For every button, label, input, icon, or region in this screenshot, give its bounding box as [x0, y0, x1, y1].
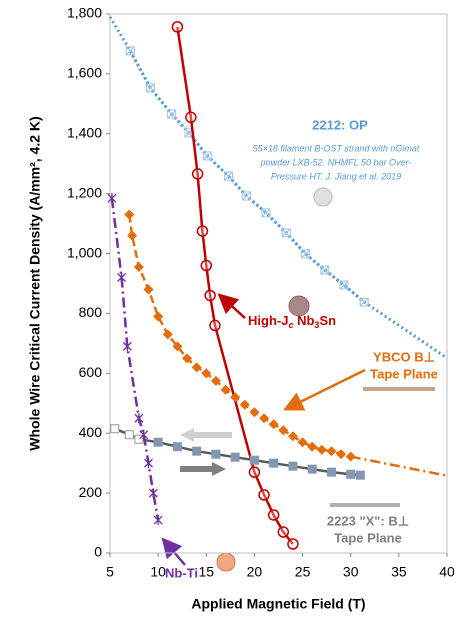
series-label-part: High-J: [248, 313, 288, 328]
point: [221, 385, 231, 395]
point: [231, 453, 239, 461]
chart: 0 200 400 600 800 1,000 1,200 1,400 1,600 1,800 5 1…: [0, 0, 464, 620]
x-tick-label: 35: [391, 564, 407, 580]
y-tick-label: 1,600: [67, 65, 102, 81]
x-axis-label: Applied Magnetic Field (T): [191, 596, 365, 612]
point: [340, 281, 348, 289]
series-label: 2223 "X": B⊥: [327, 513, 409, 528]
point: [154, 438, 162, 446]
point: [224, 172, 232, 180]
point: [327, 468, 335, 476]
point: [249, 467, 259, 477]
series-label-part: Sn: [319, 313, 336, 328]
point: [201, 261, 211, 271]
point: [173, 443, 181, 451]
x-tick-label: 30: [343, 564, 359, 580]
point: [168, 110, 176, 118]
point: [301, 250, 309, 258]
point: [288, 539, 298, 549]
point: [308, 465, 316, 473]
series-label: YBCO B⊥: [373, 349, 435, 364]
point: [205, 290, 215, 300]
point: [347, 470, 355, 478]
series-label: High-Jc Nb3Sn: [248, 313, 336, 330]
y-tick-label: 1,200: [67, 184, 102, 200]
point: [197, 226, 207, 236]
y-tick-label: 1,000: [67, 244, 102, 260]
point: [360, 298, 368, 306]
series-label: Tape Plane: [334, 530, 402, 545]
point: [289, 462, 297, 470]
fit-line: [110, 17, 447, 358]
point: [230, 392, 240, 402]
x-tick-label: 5: [106, 564, 114, 580]
fit-line: [351, 457, 447, 476]
point: [163, 329, 173, 339]
point: [356, 471, 364, 479]
note: powder LXB-52. NHMFL 50 bar Over-: [260, 157, 412, 167]
point: [270, 459, 278, 467]
series-line: [112, 198, 158, 520]
point: [249, 407, 259, 417]
point: [243, 192, 251, 200]
point: [134, 262, 144, 272]
page: 0 200 400 600 800 1,000 1,200 1,400 1,600 1,800 5 1…: [0, 0, 464, 625]
point: [269, 510, 279, 520]
y-tick-label: 1,400: [67, 124, 102, 140]
point: [210, 320, 220, 330]
point: [123, 341, 131, 351]
point: [262, 209, 270, 217]
series-label: 2212: OP: [312, 117, 368, 132]
y-tick-label: 800: [79, 304, 103, 320]
point: [135, 413, 143, 423]
y-tick-label: 200: [79, 484, 103, 500]
point: [193, 169, 203, 179]
point: [186, 112, 196, 122]
y-axis-label: Whole Wire Critical Current Density (A/m…: [27, 116, 43, 450]
y-tick-label: 600: [79, 364, 103, 380]
x-tick-label: 15: [198, 564, 214, 580]
point: [145, 458, 153, 468]
point: [321, 266, 329, 274]
x-tick-label: 25: [295, 564, 311, 580]
point: [154, 515, 162, 525]
point: [240, 400, 250, 410]
x-tick-label: 10: [150, 564, 166, 580]
point: [124, 210, 134, 220]
x-tick-label: 40: [439, 564, 455, 580]
point: [172, 22, 182, 32]
point: [336, 449, 346, 459]
point: [127, 231, 137, 241]
point: [326, 446, 336, 456]
point: [212, 450, 220, 458]
note: Pressure HT. J. Jiang et al. 2019: [271, 171, 401, 181]
point: [153, 311, 163, 321]
series-label: Nb-Ti: [165, 565, 198, 580]
plot-frame: [110, 14, 447, 553]
note: 55×18 filament B-OST strand with nGimat: [253, 143, 420, 153]
x-tick-label: 20: [247, 564, 263, 580]
point: [317, 445, 327, 455]
point: [282, 229, 290, 237]
series-label-part: Nb: [293, 313, 314, 328]
point: [193, 447, 201, 455]
point: [118, 273, 126, 283]
point: [146, 84, 154, 92]
point: [144, 284, 154, 294]
point: [149, 488, 157, 498]
point: [203, 152, 211, 160]
y-tick-label: 400: [79, 424, 103, 440]
point: [125, 431, 133, 439]
point: [259, 413, 269, 423]
point: [278, 527, 288, 537]
y-tick-label: 1,800: [67, 5, 102, 21]
y-tick-label: 0: [94, 544, 102, 560]
point: [111, 425, 119, 433]
point: [346, 452, 356, 462]
point: [307, 442, 317, 452]
point: [108, 193, 116, 203]
point: [250, 456, 258, 464]
point: [259, 490, 269, 500]
series-label: Tape Plane: [370, 366, 438, 381]
